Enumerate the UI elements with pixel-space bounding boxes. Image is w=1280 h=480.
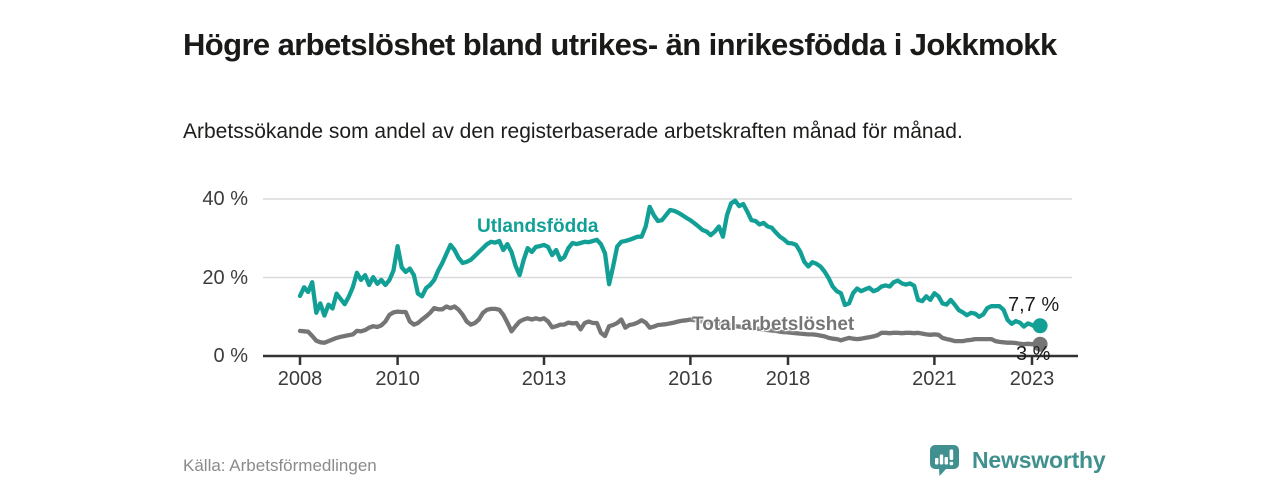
end-value-label-utlandsfodda: 7,7 % bbox=[1008, 294, 1060, 316]
series-end-dot bbox=[1032, 318, 1048, 334]
x-tick-label: 2021 bbox=[912, 368, 957, 390]
series-end-dot bbox=[1032, 336, 1048, 352]
page-title: Högre arbetslöshet bland utrikes- än inr… bbox=[183, 26, 1057, 62]
series-line bbox=[297, 198, 1043, 330]
end-value-label-total: 3 % bbox=[1016, 343, 1051, 365]
newsworthy-wordmark: Newsworthy bbox=[972, 446, 1106, 473]
x-tick-label: 2013 bbox=[521, 368, 567, 390]
newsworthy-bubble-chart-icon bbox=[930, 445, 959, 476]
x-tick-label: 2008 bbox=[277, 368, 323, 390]
x-tick-label: 2016 bbox=[668, 368, 713, 390]
y-tick-label: 0 % bbox=[213, 345, 248, 367]
y-tick-label: 20 % bbox=[202, 266, 248, 289]
series-label-utlandsfodda: Utlandsfödda bbox=[477, 216, 599, 237]
series-line bbox=[297, 304, 1043, 347]
y-tick-label: 40 % bbox=[202, 188, 248, 210]
x-tick-label: 2018 bbox=[765, 368, 811, 390]
series-label-total-arbetsloshet: Total arbetslöshet bbox=[692, 314, 855, 335]
x-tick-label: 2023 bbox=[1009, 368, 1055, 390]
newsworthy-logo: Newsworthy bbox=[926, 442, 1106, 478]
x-tick-label: 2010 bbox=[375, 368, 420, 390]
chart-subtitle: Arbetssökande som andel av den registerb… bbox=[183, 120, 963, 143]
source-note: Källa: Arbetsförmedlingen bbox=[183, 456, 377, 475]
